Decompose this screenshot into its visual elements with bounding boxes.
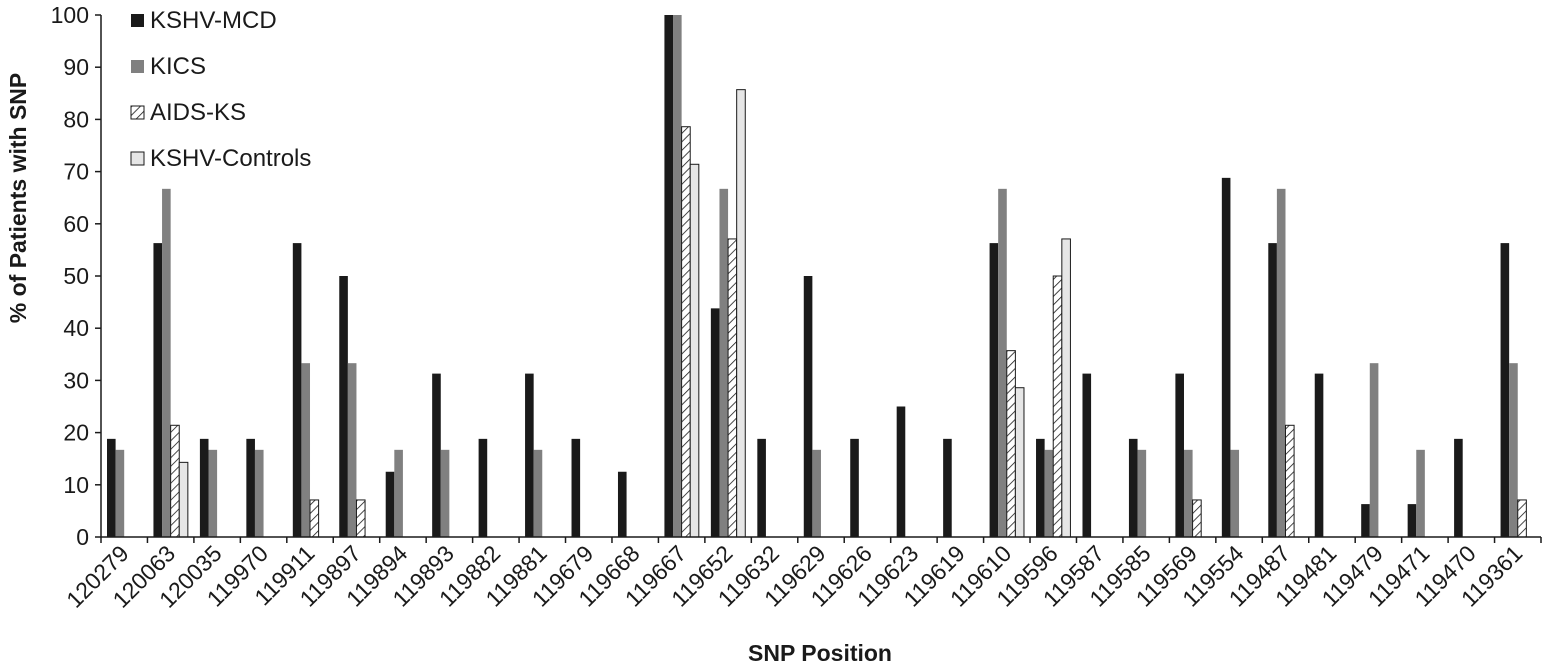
bar-kshv-controls-119667 (689, 163, 700, 538)
bar-kics-119610 (998, 188, 1007, 537)
bar-kshv-controls-119596 (1061, 238, 1071, 538)
bar-kshv-mcd-119569 (1175, 373, 1184, 537)
y-tick-label: 10 (63, 472, 89, 498)
bar-kics-119652 (719, 188, 729, 537)
legend-swatch (131, 14, 144, 27)
bar-kics-119479 (1369, 363, 1379, 537)
bar-kshv-mcd-119554 (1221, 177, 1231, 538)
x-axis-title: SNP Position (748, 640, 892, 666)
bar-kics-119893 (440, 449, 450, 537)
bar-kshv-mcd-120063 (153, 243, 163, 538)
bar-kshv-mcd-119893 (432, 373, 441, 537)
bar-aids-ks-119487 (1284, 424, 1295, 538)
bar-kshv-mcd-119897 (339, 276, 348, 537)
bar-kshv-controls-120063 (178, 461, 189, 538)
legend-label: AIDS-KS (150, 99, 246, 126)
legend-label: KICS (150, 53, 206, 80)
bar-kshv-mcd-119481 (1314, 373, 1324, 537)
bar-kics-119897 (347, 363, 357, 537)
bar-kshv-mcd-120279 (107, 438, 116, 537)
bar-kshv-mcd-119610 (989, 243, 999, 538)
bar-kics-120063 (162, 188, 171, 537)
bar-kshv-mcd-119619 (943, 438, 952, 537)
bar-kshv-mcd-119470 (1454, 438, 1463, 537)
bar-aids-ks-119569 (1192, 499, 1202, 538)
bar-kshv-mcd-119623 (896, 406, 906, 537)
bar-aids-ks-119897 (355, 499, 366, 538)
legend-swatch (130, 151, 145, 166)
y-tick-label: 0 (76, 524, 89, 550)
bar-kics-119629 (812, 449, 821, 537)
bar-kics-119894 (394, 449, 403, 537)
bar-kshv-mcd-119487 (1268, 243, 1277, 538)
bar-kshv-mcd-119882 (478, 438, 488, 537)
bar-kshv-mcd-119668 (617, 471, 627, 537)
bar-aids-ks-119610 (1006, 350, 1016, 538)
bar-kics-119554 (1230, 449, 1240, 537)
bar-kics-119881 (533, 449, 543, 537)
bar-kshv-mcd-120035 (199, 438, 209, 537)
bar-kshv-mcd-119894 (385, 471, 395, 537)
bar-kshv-mcd-119479 (1361, 504, 1370, 537)
bar-aids-ks-119361 (1517, 499, 1527, 538)
bar-kshv-mcd-119679 (571, 438, 581, 537)
bar-aids-ks-119652 (727, 238, 738, 538)
bar-kics-120035 (208, 449, 218, 537)
y-tick-label: 40 (63, 315, 89, 341)
y-tick-label: 50 (63, 263, 89, 289)
bar-aids-ks-120063 (170, 424, 180, 538)
bar-kshv-mcd-119361 (1500, 243, 1510, 538)
bar-kshv-mcd-119587 (1082, 373, 1092, 537)
y-tick-label: 100 (51, 2, 89, 28)
legend-swatch (130, 105, 145, 120)
y-tick-label: 70 (63, 159, 89, 185)
bar-kics-119361 (1509, 363, 1518, 537)
bar-kshv-controls-119610 (1014, 387, 1025, 538)
bars-group (107, 15, 1527, 538)
bar-kshv-mcd-119596 (1036, 438, 1045, 537)
y-tick-label: 30 (63, 367, 89, 393)
y-axis-title: % of Patients with SNP (5, 73, 31, 323)
bar-kics-119911 (301, 363, 311, 537)
bar-kshv-mcd-119652 (710, 308, 720, 537)
bar-kshv-mcd-119629 (803, 276, 813, 537)
bar-kshv-mcd-119585 (1128, 438, 1138, 537)
bar-kshv-mcd-119970 (246, 438, 255, 537)
bar-kics-119667 (673, 15, 682, 537)
y-tick-label: 80 (63, 106, 89, 132)
legend-label: KSHV-Controls (150, 145, 311, 172)
bar-aids-ks-119911 (309, 499, 320, 538)
y-tick-label: 20 (63, 420, 89, 446)
bar-kshv-controls-119652 (736, 89, 746, 538)
legend: KSHV-MCD KICS AIDS-KS KSHV-Controls (130, 7, 311, 172)
bar-kshv-mcd-119911 (292, 243, 302, 538)
bar-kics-119585 (1137, 449, 1147, 537)
bar-kics-119471 (1416, 449, 1425, 537)
legend-swatch (131, 60, 144, 73)
bar-kshv-mcd-119667 (664, 15, 674, 537)
bar-kics-119487 (1276, 188, 1286, 537)
bar-kics-120279 (115, 449, 125, 537)
bar-kshv-mcd-119471 (1407, 504, 1417, 537)
bar-kics-119596 (1044, 449, 1054, 537)
bar-kics-119569 (1183, 449, 1193, 537)
bar-kshv-mcd-119632 (757, 438, 766, 537)
y-tick-label: 90 (63, 54, 89, 80)
bar-kics-119970 (254, 449, 264, 537)
bar-aids-ks-119596 (1052, 275, 1063, 538)
bar-kshv-mcd-119626 (850, 438, 859, 537)
legend-label: KSHV-MCD (150, 7, 277, 34)
bar-aids-ks-119667 (681, 126, 691, 538)
bar-kshv-mcd-119881 (525, 373, 534, 537)
y-tick-label: 60 (63, 211, 89, 237)
